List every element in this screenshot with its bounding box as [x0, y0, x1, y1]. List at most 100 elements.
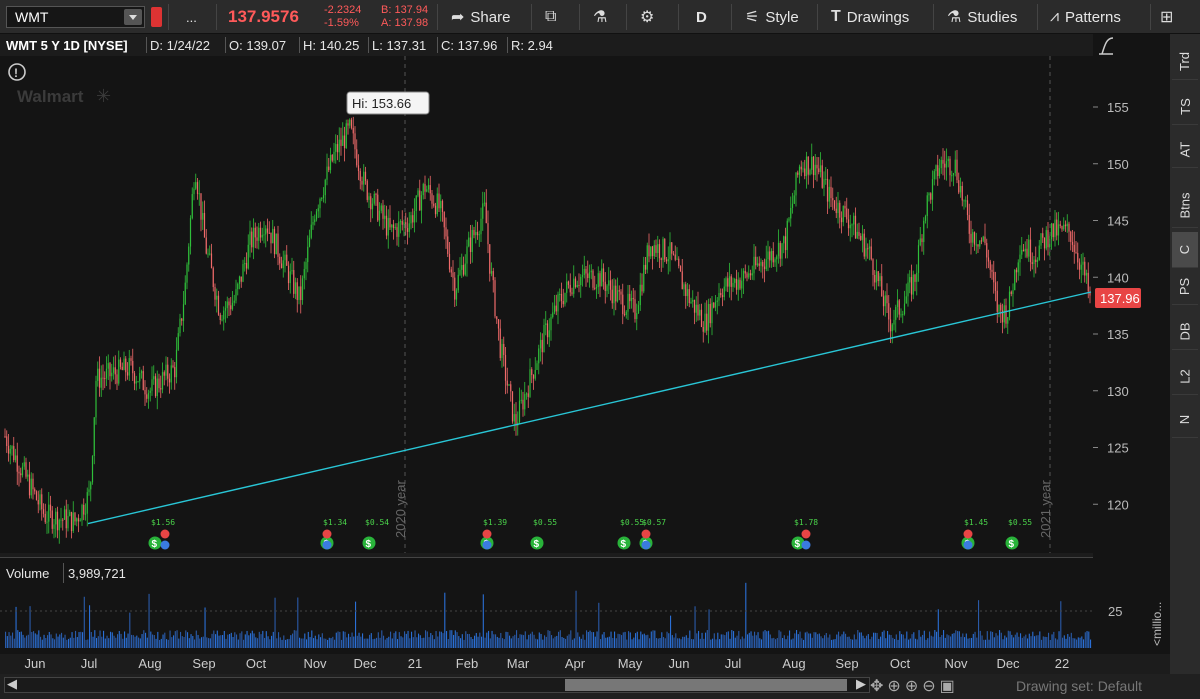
pan-icon[interactable]: ✥ — [870, 678, 884, 695]
trendline[interactable] — [87, 291, 1092, 525]
candle-body — [41, 494, 43, 510]
dividend-icon[interactable] — [791, 536, 805, 550]
earnings-icon[interactable] — [160, 529, 170, 539]
candle-body — [429, 185, 431, 194]
settings-button[interactable]: ⚙ — [640, 0, 660, 34]
time-axis[interactable]: Jun Jul Aug Sep Oct Nov Dec 21 Feb Mar Apr May Jun Ju… — [0, 654, 1093, 674]
volume-bar — [643, 633, 645, 648]
tab-at[interactable]: AT — [1172, 132, 1198, 168]
dividend-icon[interactable] — [148, 536, 162, 550]
snapshot-button[interactable]: ⧉ — [545, 0, 562, 34]
zoom-box-icon[interactable]: ▣ — [939, 678, 955, 695]
tab-ps[interactable]: PS — [1172, 269, 1198, 305]
volume-bar — [474, 635, 476, 648]
dividend-icon[interactable] — [1005, 536, 1019, 550]
walmart-logo: Walmart — [17, 87, 84, 106]
candle-body — [667, 259, 669, 262]
volume-bar — [699, 638, 701, 648]
volume-bar — [117, 634, 119, 648]
volume-bar — [1034, 636, 1036, 648]
scrollbar-thumb[interactable] — [565, 679, 847, 691]
info-high: H: 140.25 — [303, 38, 360, 53]
volume-bar — [248, 635, 250, 648]
earnings-blue-icon[interactable] — [160, 540, 170, 550]
candle-body — [420, 195, 423, 211]
info-circle-icon[interactable] — [8, 63, 26, 81]
aggregation-button[interactable]: D — [696, 8, 707, 26]
candle-body — [294, 282, 297, 294]
zoom-in-icon[interactable]: ⊕ — [904, 678, 919, 695]
add-button[interactable]: ⊞ — [1160, 0, 1179, 34]
volume-bar — [887, 630, 889, 648]
volume-bar — [150, 631, 152, 648]
alert-flag-icon[interactable] — [151, 7, 162, 27]
tab-l2[interactable]: L2 — [1172, 359, 1198, 395]
tab-db[interactable]: DB — [1172, 314, 1198, 350]
volume-bar — [148, 593, 150, 648]
screenshot-icon: ⧉ — [545, 8, 557, 25]
price-axis[interactable]: 155 150 145 140 135 130 125 120 137.96 25 <mill… — [1093, 34, 1170, 654]
volume-pane[interactable] — [0, 557, 1093, 654]
earnings-blue-icon[interactable] — [963, 540, 973, 550]
volume-bar — [993, 637, 995, 648]
volume-bar — [848, 636, 850, 648]
volume-bar — [552, 638, 554, 648]
style-button[interactable]: ⚟ Style — [745, 8, 799, 27]
dividend-icon[interactable] — [530, 536, 544, 550]
tab-ts[interactable]: TS — [1172, 89, 1198, 125]
axis-scale-icon[interactable] — [1099, 37, 1114, 55]
share-button[interactable]: ➦ Share — [451, 8, 511, 27]
earnings-blue-icon[interactable] — [482, 540, 492, 550]
tab-btns[interactable]: Btns — [1172, 184, 1198, 228]
candle-body — [765, 259, 767, 270]
earnings-icon[interactable] — [963, 529, 973, 539]
dividend-icon[interactable] — [617, 536, 631, 550]
dividend-icon[interactable] — [362, 536, 376, 550]
candle-body — [326, 166, 328, 180]
tab-n[interactable]: N — [1172, 402, 1198, 438]
scroll-left-icon[interactable]: ◀ — [7, 676, 17, 691]
candle-body — [884, 295, 886, 307]
studies-button[interactable]: ⚗ Studies — [947, 8, 1018, 27]
candle-body — [987, 257, 990, 262]
earnings-blue-icon[interactable] — [322, 540, 332, 550]
flask-button[interactable]: ⚗ — [593, 0, 613, 34]
volume-bar — [146, 637, 148, 648]
volume-bar — [178, 638, 180, 648]
symbol-input[interactable]: WMT — [6, 6, 145, 28]
zoom-out-icon[interactable]: ⊖ — [922, 678, 936, 695]
more-button[interactable]: ... — [186, 9, 197, 25]
scroll-right-icon[interactable]: ▶ — [856, 676, 866, 691]
earnings-icon[interactable] — [801, 529, 811, 539]
candle-body — [564, 292, 566, 305]
candle-body — [412, 215, 414, 223]
candle-body — [963, 200, 965, 202]
price-axis-svg: 155 150 145 140 135 130 125 120 137.96 25 <mill… — [1093, 37, 1164, 646]
price-chart-pane[interactable]: 2020 year 2021 year $1.56$$1.34$$0.54$$1… — [0, 56, 1093, 553]
symbol-dropdown-icon[interactable] — [124, 9, 142, 25]
drawings-button[interactable]: T Drawings — [831, 8, 910, 26]
earnings-blue-icon[interactable] — [801, 540, 811, 550]
volume-bar — [932, 636, 934, 648]
earnings-icon[interactable] — [482, 529, 492, 539]
candle-body — [436, 193, 438, 215]
candle-body — [368, 196, 370, 200]
drawing-set-label[interactable]: Drawing set: Default — [1016, 678, 1143, 694]
volume-bar — [108, 638, 110, 648]
volume-bar — [398, 632, 400, 648]
chart-symbol[interactable]: WMT 5 Y 1D [NYSE] — [6, 38, 128, 53]
tab-trd[interactable]: Trd — [1172, 44, 1198, 80]
earnings-blue-icon[interactable] — [641, 540, 651, 550]
tab-c[interactable]: C — [1172, 232, 1198, 268]
earnings-icon[interactable] — [322, 529, 332, 539]
patterns-button[interactable]: ⩘ Patterns — [1050, 8, 1121, 26]
candle-body — [728, 276, 731, 287]
chart-scrollbar[interactable]: ◀ ▶ — [4, 676, 870, 693]
candle-body — [147, 392, 150, 399]
volume-bar — [197, 634, 199, 648]
crosshair-icon[interactable]: ⊕ — [887, 678, 901, 695]
volume-bar — [1074, 638, 1076, 648]
candle-body — [130, 358, 132, 361]
volume-bar — [715, 639, 717, 648]
earnings-icon[interactable] — [641, 529, 651, 539]
